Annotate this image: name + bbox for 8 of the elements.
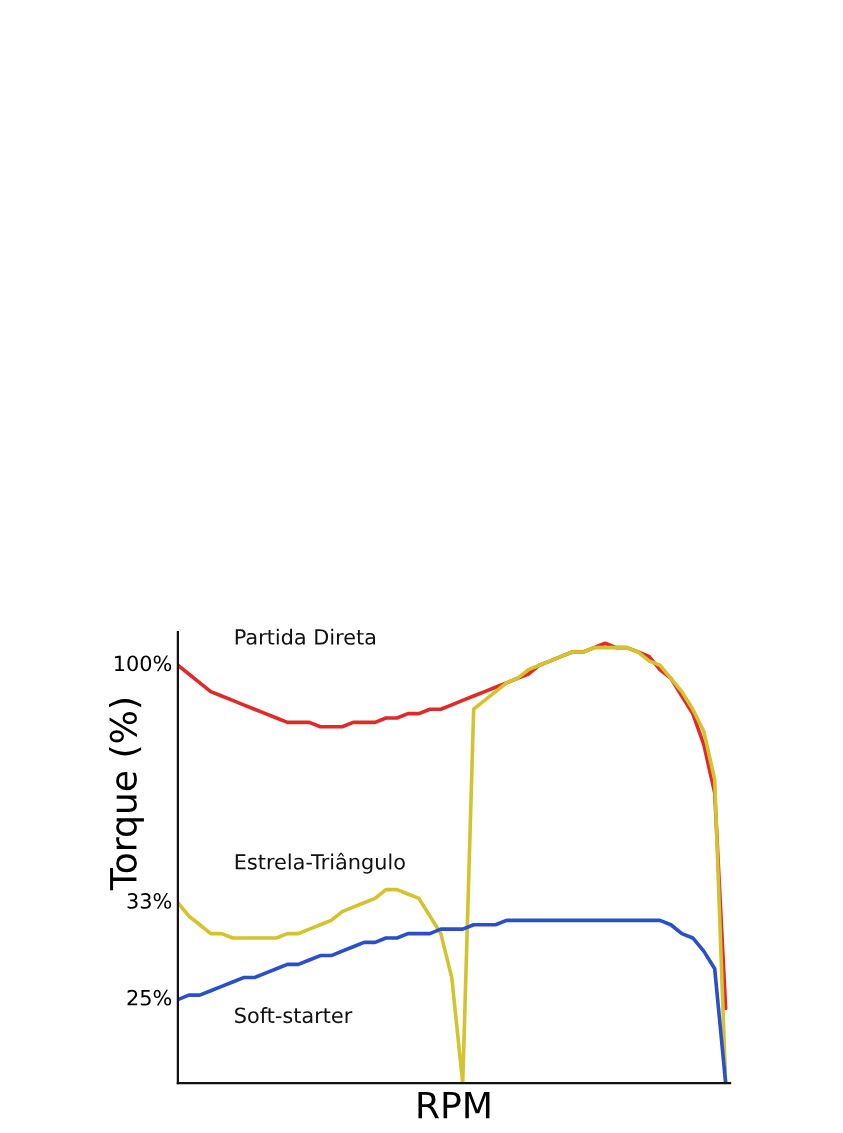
- text: 100%: [115, 655, 172, 672]
- series-label: Estrela-Triângulo: [235, 852, 405, 874]
- series-label: Soft-starter: [235, 1007, 353, 1024]
- text: 25%: [127, 989, 172, 1006]
- x-axis-title: RPM: [418, 1091, 490, 1119]
- text: Partida Direta: [235, 628, 376, 645]
- y-axis-title: Torque (%): [109, 699, 144, 891]
- text: 33%: [127, 893, 172, 909]
